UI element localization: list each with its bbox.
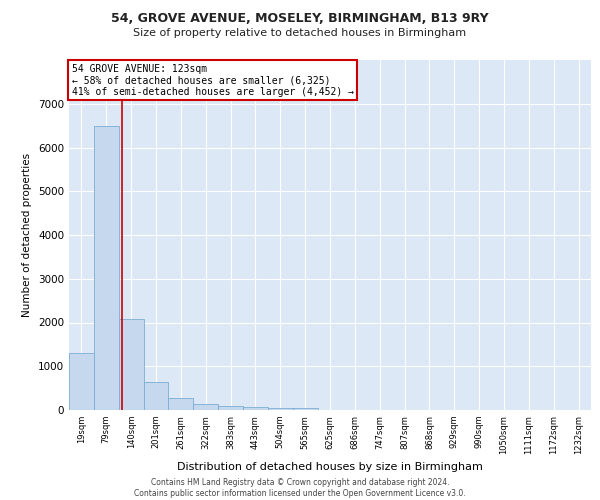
Bar <box>218 406 243 410</box>
Y-axis label: Number of detached properties: Number of detached properties <box>22 153 32 317</box>
Bar <box>243 408 268 410</box>
Text: Size of property relative to detached houses in Birmingham: Size of property relative to detached ho… <box>133 28 467 38</box>
Bar <box>293 408 317 410</box>
Bar <box>193 404 218 410</box>
Text: 54, GROVE AVENUE, MOSELEY, BIRMINGHAM, B13 9RY: 54, GROVE AVENUE, MOSELEY, BIRMINGHAM, B… <box>111 12 489 26</box>
Bar <box>94 126 119 410</box>
Text: 54 GROVE AVENUE: 123sqm
← 58% of detached houses are smaller (6,325)
41% of semi: 54 GROVE AVENUE: 123sqm ← 58% of detache… <box>71 64 353 96</box>
Bar <box>268 408 293 410</box>
Bar <box>143 382 169 410</box>
Text: Contains HM Land Registry data © Crown copyright and database right 2024.
Contai: Contains HM Land Registry data © Crown c… <box>134 478 466 498</box>
Bar <box>169 398 193 410</box>
Bar <box>69 353 94 410</box>
Bar <box>119 319 143 410</box>
X-axis label: Distribution of detached houses by size in Birmingham: Distribution of detached houses by size … <box>177 462 483 472</box>
